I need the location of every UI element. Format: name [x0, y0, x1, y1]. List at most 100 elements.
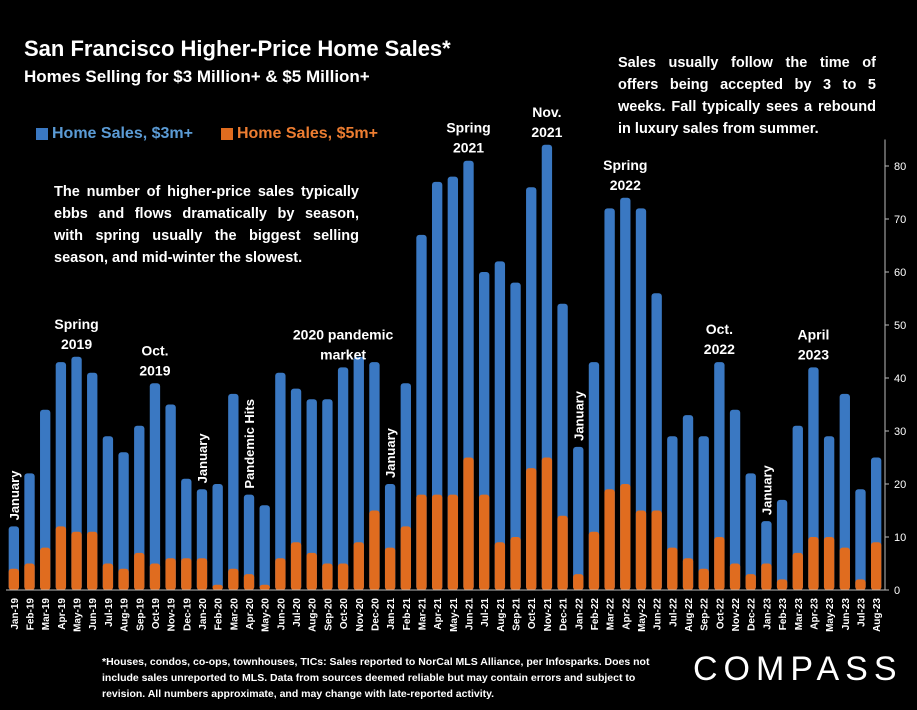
bar-3m: [494, 261, 506, 590]
x-tick-label: May-23: [825, 598, 836, 632]
legend-label-3m: Home Sales, $3m+: [52, 125, 193, 142]
bar-3m: [275, 372, 286, 590]
series-5m: [8, 457, 882, 590]
y-tick-label: 20: [894, 479, 906, 491]
bar-5m: [604, 489, 615, 590]
bar-5m: [667, 547, 678, 590]
bar-5m: [651, 510, 662, 590]
bar-5m: [55, 526, 67, 590]
bar-5m: [400, 526, 411, 590]
bar-5m: [228, 568, 239, 590]
bar-5m: [792, 552, 803, 590]
bar-3m: [682, 415, 694, 590]
x-tick-label: Aug-22: [684, 598, 695, 632]
x-tick-label: Nov-20: [355, 598, 366, 632]
x-tick-label: Jan-22: [574, 598, 585, 630]
y-tick-label: 70: [894, 214, 906, 226]
x-tick-label: May-20: [261, 598, 272, 632]
bar-5m: [714, 537, 725, 590]
annotation-label: 2022: [610, 177, 641, 193]
bar-5m: [181, 558, 192, 590]
series-3m: [8, 144, 882, 591]
x-tick-label: Aug-20: [308, 598, 319, 632]
y-axis: 0 10 20 30 40 50 60 70 80: [884, 139, 906, 597]
bar-5m: [620, 484, 631, 590]
x-tick-label: Mar-23: [794, 598, 805, 631]
bar-5m: [870, 542, 882, 590]
annotation-label: Spring: [54, 316, 98, 332]
x-tick-label: Oct-21: [527, 598, 538, 630]
compass-logo: COMPASS: [693, 650, 903, 688]
x-tick-label: Dec-19: [182, 598, 193, 631]
x-tick-label: Sep-20: [323, 598, 334, 631]
annotation-label: January: [759, 464, 774, 515]
x-tick-label: Jan-19: [10, 598, 21, 630]
x-tick-label: Jul-22: [668, 598, 679, 627]
x-tick-label: Apr-21: [433, 598, 444, 630]
x-tick-label: Mar-19: [41, 598, 52, 631]
x-tick-label: Jul-23: [856, 598, 867, 627]
x-tick-label: Nov-19: [167, 598, 178, 632]
x-tick-label: Apr-20: [245, 598, 256, 630]
bar-5m: [369, 510, 380, 590]
bar-5m: [275, 558, 286, 590]
x-tick-label: Mar-22: [606, 598, 617, 631]
x-tick-label: Jun-23: [841, 598, 852, 631]
bar-3m: [228, 393, 239, 590]
x-tick-label: Oct-20: [339, 598, 350, 630]
bar-3m: [745, 473, 756, 590]
x-tick-label: Jun-22: [653, 598, 664, 631]
x-tick-label: Jan-20: [198, 598, 209, 630]
bar-3m: [71, 356, 82, 590]
x-tick-label: Aug-21: [496, 598, 507, 632]
bar-5m: [259, 584, 270, 590]
bar-3m: [118, 452, 129, 590]
bar-5m: [431, 494, 443, 590]
x-tick-label: Feb-21: [402, 598, 413, 631]
x-tick-label: May-19: [73, 598, 84, 632]
x-tick-label: Aug-19: [120, 598, 131, 632]
bar-5m: [118, 568, 129, 590]
bar-3m: [839, 393, 850, 590]
bar-3m: [259, 505, 270, 590]
annotation-label: Spring: [603, 157, 647, 173]
x-tick-label: Feb-23: [778, 598, 789, 631]
bar-5m: [306, 552, 317, 590]
bar-5m: [384, 547, 396, 590]
x-tick-label: Feb-22: [590, 598, 601, 631]
annotation-label: 2022: [704, 341, 735, 357]
annotation-label: Oct.: [706, 321, 733, 337]
bar-3m: [102, 436, 114, 590]
bar-5m: [102, 563, 114, 590]
legend: Home Sales, $3m+ Home Sales, $5m+: [36, 125, 378, 143]
bar-3m: [635, 208, 647, 590]
bar-5m: [698, 568, 709, 590]
bar-5m: [165, 558, 176, 590]
x-tick-label: Jan-23: [762, 598, 773, 630]
bar-5m: [196, 558, 208, 590]
annotation-label: Nov.: [532, 104, 561, 120]
bar-3m: [447, 176, 459, 590]
y-tick-label: 40: [894, 373, 906, 385]
x-tick-label: Sep-19: [135, 598, 146, 631]
bar-5m: [573, 574, 584, 590]
x-tick-label: May-22: [637, 598, 648, 632]
bar-3m: [808, 367, 819, 590]
annotation-label: Spring: [446, 120, 490, 136]
bar-3m: [165, 404, 176, 590]
x-tick-label: Aug-23: [872, 598, 883, 632]
bar-3m: [290, 388, 302, 590]
x-tick-label: Oct-19: [151, 598, 162, 630]
bar-5m: [290, 542, 302, 590]
bar-5m: [353, 542, 364, 590]
x-tick-label: Feb-19: [26, 598, 37, 631]
bar-5m: [479, 494, 490, 590]
bar-5m: [526, 468, 537, 590]
bar-3m: [353, 356, 364, 590]
bar-5m: [776, 579, 788, 590]
bar-3m: [698, 436, 709, 590]
bar-5m: [322, 563, 333, 590]
bar-3m: [149, 383, 161, 590]
bar-5m: [823, 537, 835, 590]
x-tick-label: Apr-23: [809, 598, 820, 630]
